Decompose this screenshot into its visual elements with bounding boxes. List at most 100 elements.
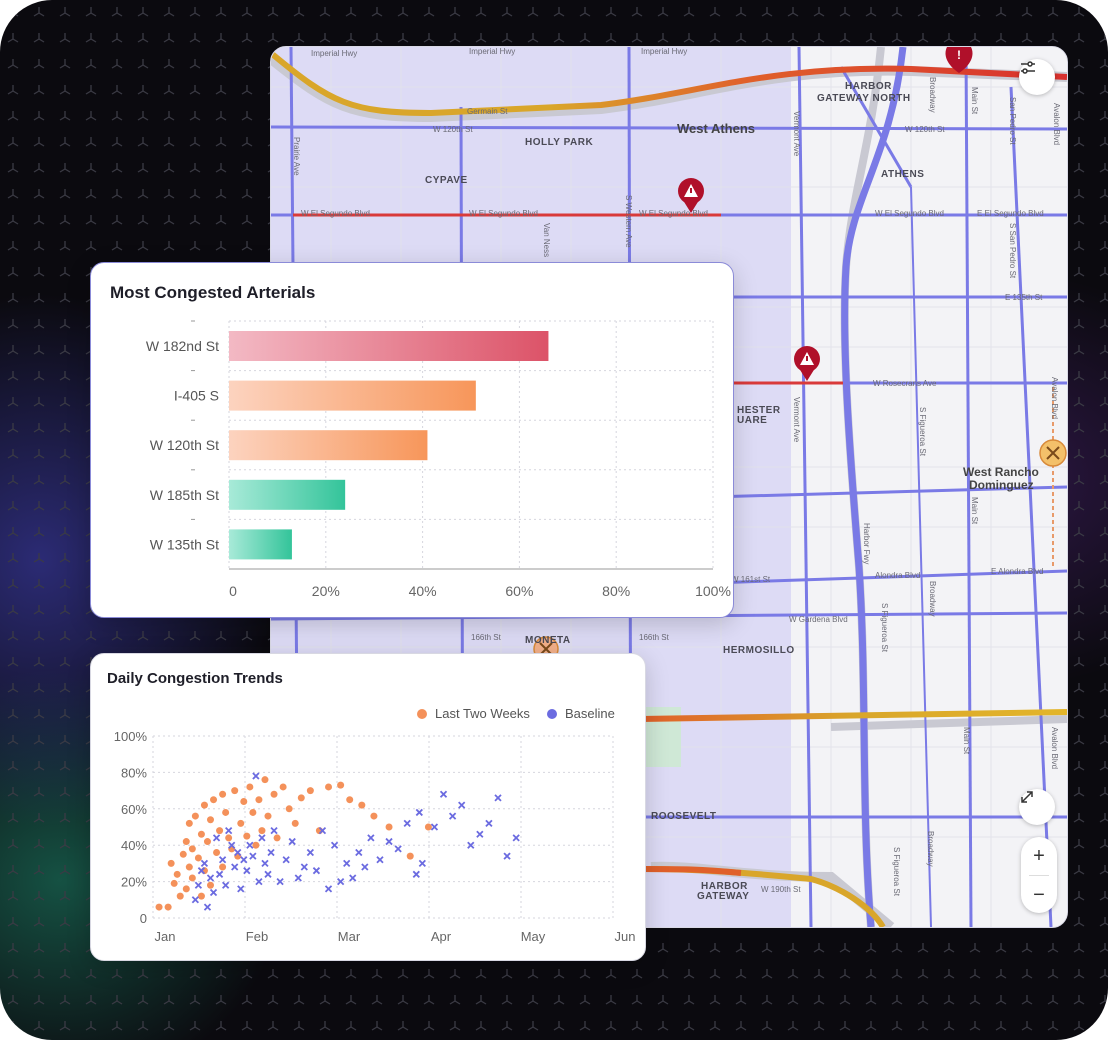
scatter-point-last-two-weeks bbox=[185, 819, 193, 827]
scatter-point-baseline bbox=[300, 863, 308, 871]
scatter-point-baseline bbox=[252, 772, 260, 780]
area-label-harbor-gateway-north-2: GATEWAY NORTH bbox=[817, 93, 911, 104]
scatter-point-last-two-weeks bbox=[176, 892, 184, 900]
scatter-point-last-two-weeks bbox=[164, 903, 172, 911]
street-broadway-3: Broadway bbox=[926, 831, 935, 867]
scatter-point-baseline bbox=[264, 870, 272, 878]
street-rosecrans: W Rosecrans Ave bbox=[873, 379, 937, 388]
scatter-point-last-two-weeks bbox=[155, 903, 163, 911]
map-filter-button[interactable] bbox=[1019, 59, 1055, 95]
scatter-point-baseline bbox=[394, 845, 402, 853]
scatter-point-last-two-weeks bbox=[297, 794, 305, 802]
svg-text:!: ! bbox=[957, 48, 961, 62]
scatter-point-last-two-weeks bbox=[182, 838, 190, 846]
scatter-point-baseline bbox=[355, 848, 363, 857]
scatter-point-baseline bbox=[476, 830, 484, 838]
scatter-point-baseline bbox=[255, 877, 263, 886]
area-label-dominguez: Dominguez bbox=[969, 478, 1034, 492]
scatter-point-baseline bbox=[206, 874, 215, 882]
scatter-point-baseline bbox=[258, 834, 266, 842]
scatter-point-last-two-weeks bbox=[213, 848, 221, 856]
scatter-point-baseline bbox=[203, 903, 212, 911]
street-w120: W 120th St bbox=[433, 125, 473, 134]
street-main-3: Main St bbox=[962, 727, 971, 755]
zoom-out-button[interactable]: − bbox=[1021, 876, 1057, 914]
incident-marker-elsegundo[interactable] bbox=[678, 178, 704, 213]
street-elsegundo-4: E El Segundo Blvd bbox=[977, 209, 1044, 218]
daily-congestion-card: Daily Congestion Trends Last Two Weeks B… bbox=[90, 653, 646, 961]
scatter-point-baseline bbox=[276, 877, 284, 886]
scatter-point-baseline bbox=[349, 874, 357, 882]
bar-category-label: W 182nd St bbox=[146, 338, 219, 354]
scatter-x-tick-label: Jun bbox=[615, 929, 636, 944]
scatter-point-baseline bbox=[249, 852, 257, 860]
scatter-point-last-two-weeks bbox=[210, 796, 218, 804]
bar-w-120th-st bbox=[229, 430, 428, 461]
scatter-point-last-two-weeks bbox=[188, 874, 196, 882]
scatter-point-last-two-weeks bbox=[346, 796, 354, 804]
street-166th-b: 166th St bbox=[639, 633, 669, 642]
scatter-point-baseline bbox=[243, 867, 251, 875]
legend-dot-icon bbox=[417, 708, 427, 719]
street-w190: W 190th St bbox=[761, 885, 801, 894]
scatter-point-last-two-weeks bbox=[249, 808, 257, 816]
scatter-point-baseline bbox=[336, 877, 345, 886]
street-figueroa-2: S Figueroa St bbox=[880, 603, 889, 652]
bar-x-tick-label: 20% bbox=[312, 583, 340, 599]
zoom-in-button[interactable]: + bbox=[1021, 837, 1057, 875]
street-main-1: Main St bbox=[970, 87, 979, 115]
roadwork-marker-avalon[interactable] bbox=[1039, 439, 1067, 467]
scatter-point-baseline bbox=[212, 834, 221, 842]
scatter-point-baseline bbox=[439, 790, 448, 798]
map-zoom-control: + − bbox=[1021, 837, 1057, 913]
scatter-point-baseline bbox=[343, 859, 351, 868]
legend-baseline[interactable]: Baseline bbox=[547, 706, 615, 721]
street-vanness: Van Ness bbox=[542, 223, 551, 258]
street-figueroa-3: S Figueroa St bbox=[892, 847, 901, 896]
scatter-point-baseline bbox=[267, 848, 275, 857]
street-imperial-3: Imperial Hwy bbox=[641, 47, 688, 56]
legend-label: Baseline bbox=[565, 706, 615, 721]
area-label-roosevelt: ROOSEVELT bbox=[651, 811, 717, 822]
area-label-holly-park: HOLLY PARK bbox=[525, 137, 594, 148]
street-w161: W 161st St bbox=[731, 575, 771, 584]
bar-w-182nd-st bbox=[229, 331, 549, 361]
street-imperial-2: Imperial Hwy bbox=[469, 47, 516, 56]
street-135th: E 135th St bbox=[1005, 293, 1043, 302]
street-imperial-1: Imperial Hwy bbox=[311, 49, 358, 58]
street-elsegundo-1: W El Segundo Blvd bbox=[301, 209, 370, 218]
scatter-point-last-two-weeks bbox=[258, 827, 266, 835]
scatter-point-last-two-weeks bbox=[200, 801, 208, 809]
area-label-west-athens: West Athens bbox=[677, 121, 756, 136]
scatter-point-baseline bbox=[503, 852, 511, 860]
zoom-divider bbox=[1029, 875, 1049, 876]
bar-x-tick-label: 60% bbox=[505, 583, 533, 599]
bar-w-185th-st bbox=[229, 479, 346, 510]
scatter-point-baseline bbox=[225, 827, 233, 835]
scatter-point-last-two-weeks bbox=[261, 776, 269, 784]
scatter-point-last-two-weeks bbox=[285, 805, 293, 813]
legend-last-two-weeks[interactable]: Last Two Weeks bbox=[417, 706, 530, 721]
street-vermont-1: Vermont Ave bbox=[792, 111, 801, 157]
scatter-point-baseline bbox=[312, 867, 321, 875]
map-fullscreen-button[interactable] bbox=[1019, 789, 1055, 825]
scatter-point-baseline bbox=[194, 881, 203, 889]
area-label-harbor-gateway-north: HARBOR bbox=[845, 81, 892, 92]
scatter-point-last-two-weeks bbox=[203, 838, 211, 846]
scatter-point-last-two-weeks bbox=[197, 892, 205, 900]
incident-marker-top[interactable]: ! bbox=[945, 47, 973, 73]
scatter-point-baseline bbox=[237, 885, 245, 893]
area-label-harbor-gateway-2: GATEWAY bbox=[697, 891, 750, 902]
street-sanpedro-2: S San Pedro St bbox=[1008, 223, 1017, 279]
scatter-point-baseline bbox=[318, 827, 327, 835]
incident-marker-rosecrans[interactable] bbox=[794, 346, 820, 381]
scatter-y-tick-label: 20% bbox=[121, 875, 147, 890]
street-sanpedro-1: San Pedro St bbox=[1008, 97, 1017, 145]
bar-category-label: I-405 S bbox=[174, 388, 219, 404]
scatter-point-last-two-weeks bbox=[219, 863, 227, 871]
street-figueroa-1: S Figueroa St bbox=[918, 407, 927, 456]
street-elsegundo-2: W El Segundo Blvd bbox=[469, 209, 538, 218]
expand-icon bbox=[1021, 791, 1033, 803]
plus-icon: + bbox=[1033, 844, 1045, 867]
